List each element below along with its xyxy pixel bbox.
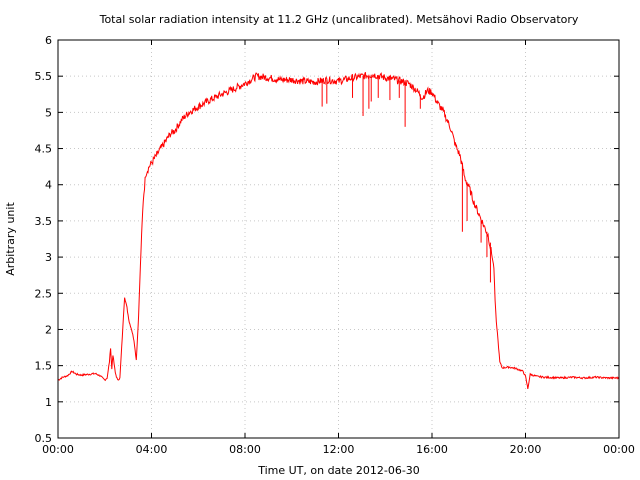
- x-tick-label: 04:00: [136, 443, 168, 456]
- x-tick-label: 20:00: [510, 443, 542, 456]
- y-tick-label: 0.5: [35, 432, 53, 445]
- y-tick-label: 3.5: [35, 215, 53, 228]
- x-tick-label: 16:00: [416, 443, 448, 456]
- y-tick-label: 4: [45, 179, 52, 192]
- x-tick-label: 12:00: [323, 443, 355, 456]
- y-tick-label: 1.5: [35, 360, 53, 373]
- data-series-line: [57, 72, 620, 389]
- y-tick-label: 5.5: [35, 70, 53, 83]
- y-tick-label: 6: [45, 34, 52, 47]
- grid: [58, 40, 619, 438]
- y-tick-label: 5: [45, 106, 52, 119]
- plot-area: [57, 72, 620, 389]
- y-tick-label: 4.5: [35, 143, 53, 156]
- plot-frame: [57, 39, 620, 439]
- x-tick-label: 00:00: [42, 443, 74, 456]
- x-axis-label: Time UT, on date 2012-06-30: [257, 464, 420, 477]
- y-tick-label: 2: [45, 323, 52, 336]
- x-tick-label: 08:00: [229, 443, 261, 456]
- chart-title: Total solar radiation intensity at 11.2 …: [99, 13, 579, 26]
- y-tick-label: 2.5: [35, 287, 53, 300]
- x-tick-label: 00:00: [603, 443, 635, 456]
- y-axis-label: Arbitrary unit: [4, 202, 17, 276]
- y-tick-label: 1: [45, 396, 52, 409]
- axis-ticks: 00:00 04:00 08:00 12:00 16:00 20:00 00:000.511…: [35, 34, 635, 456]
- y-tick-label: 3: [45, 251, 52, 264]
